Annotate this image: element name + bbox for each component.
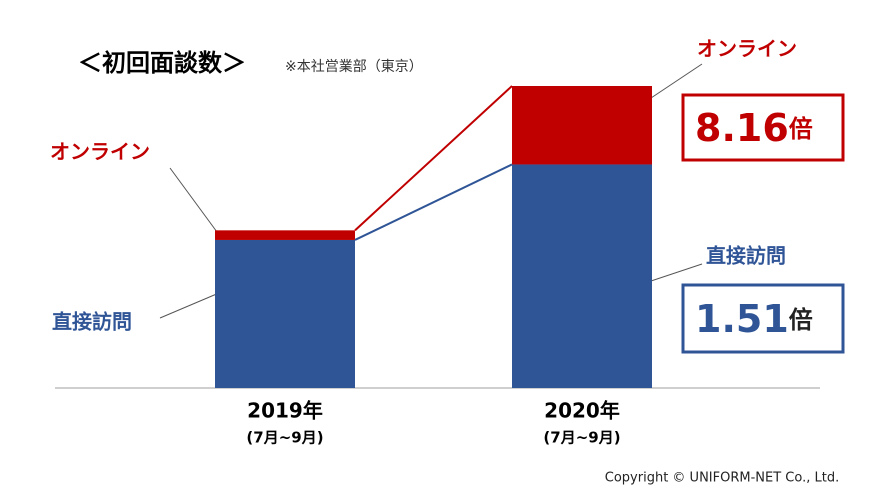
ratio-text: 1.51倍 [695, 297, 813, 341]
bar-segment [512, 86, 652, 165]
copyright: Copyright © UNIFORM-NET Co., Ltd. [605, 471, 839, 486]
bar-segment [215, 230, 355, 240]
ratio-box [681, 93, 845, 162]
series-label: 直接訪問 [706, 244, 786, 268]
series-label: オンライン [697, 37, 797, 61]
ratio-box [681, 283, 845, 354]
x-tick-sublabel: (7月~9月) [246, 429, 323, 447]
chart-subtitle: ※本社営業部（東京） [285, 59, 423, 75]
bar-segment [215, 239, 355, 388]
connector-line [354, 163, 513, 241]
leader-line [169, 167, 218, 233]
leader-line [647, 263, 703, 283]
x-tick-label: 2020年 [544, 399, 620, 423]
bar-segment [512, 164, 652, 388]
leader-line [647, 63, 703, 101]
ratio-unit: 倍 [789, 306, 813, 334]
connector-line [354, 85, 513, 232]
series-label: 直接訪問 [52, 310, 132, 334]
x-tick-label: 2019年 [247, 399, 323, 423]
chart-title: ＜初回面談数＞ [78, 49, 246, 77]
ratio-text: 8.16倍 [695, 106, 813, 150]
series-label: オンライン [50, 140, 150, 164]
ratio-value: 8.16 [695, 106, 789, 150]
ratio-unit: 倍 [789, 115, 813, 143]
x-tick-sublabel: (7月~9月) [543, 429, 620, 447]
ratio-value: 1.51 [695, 297, 789, 341]
